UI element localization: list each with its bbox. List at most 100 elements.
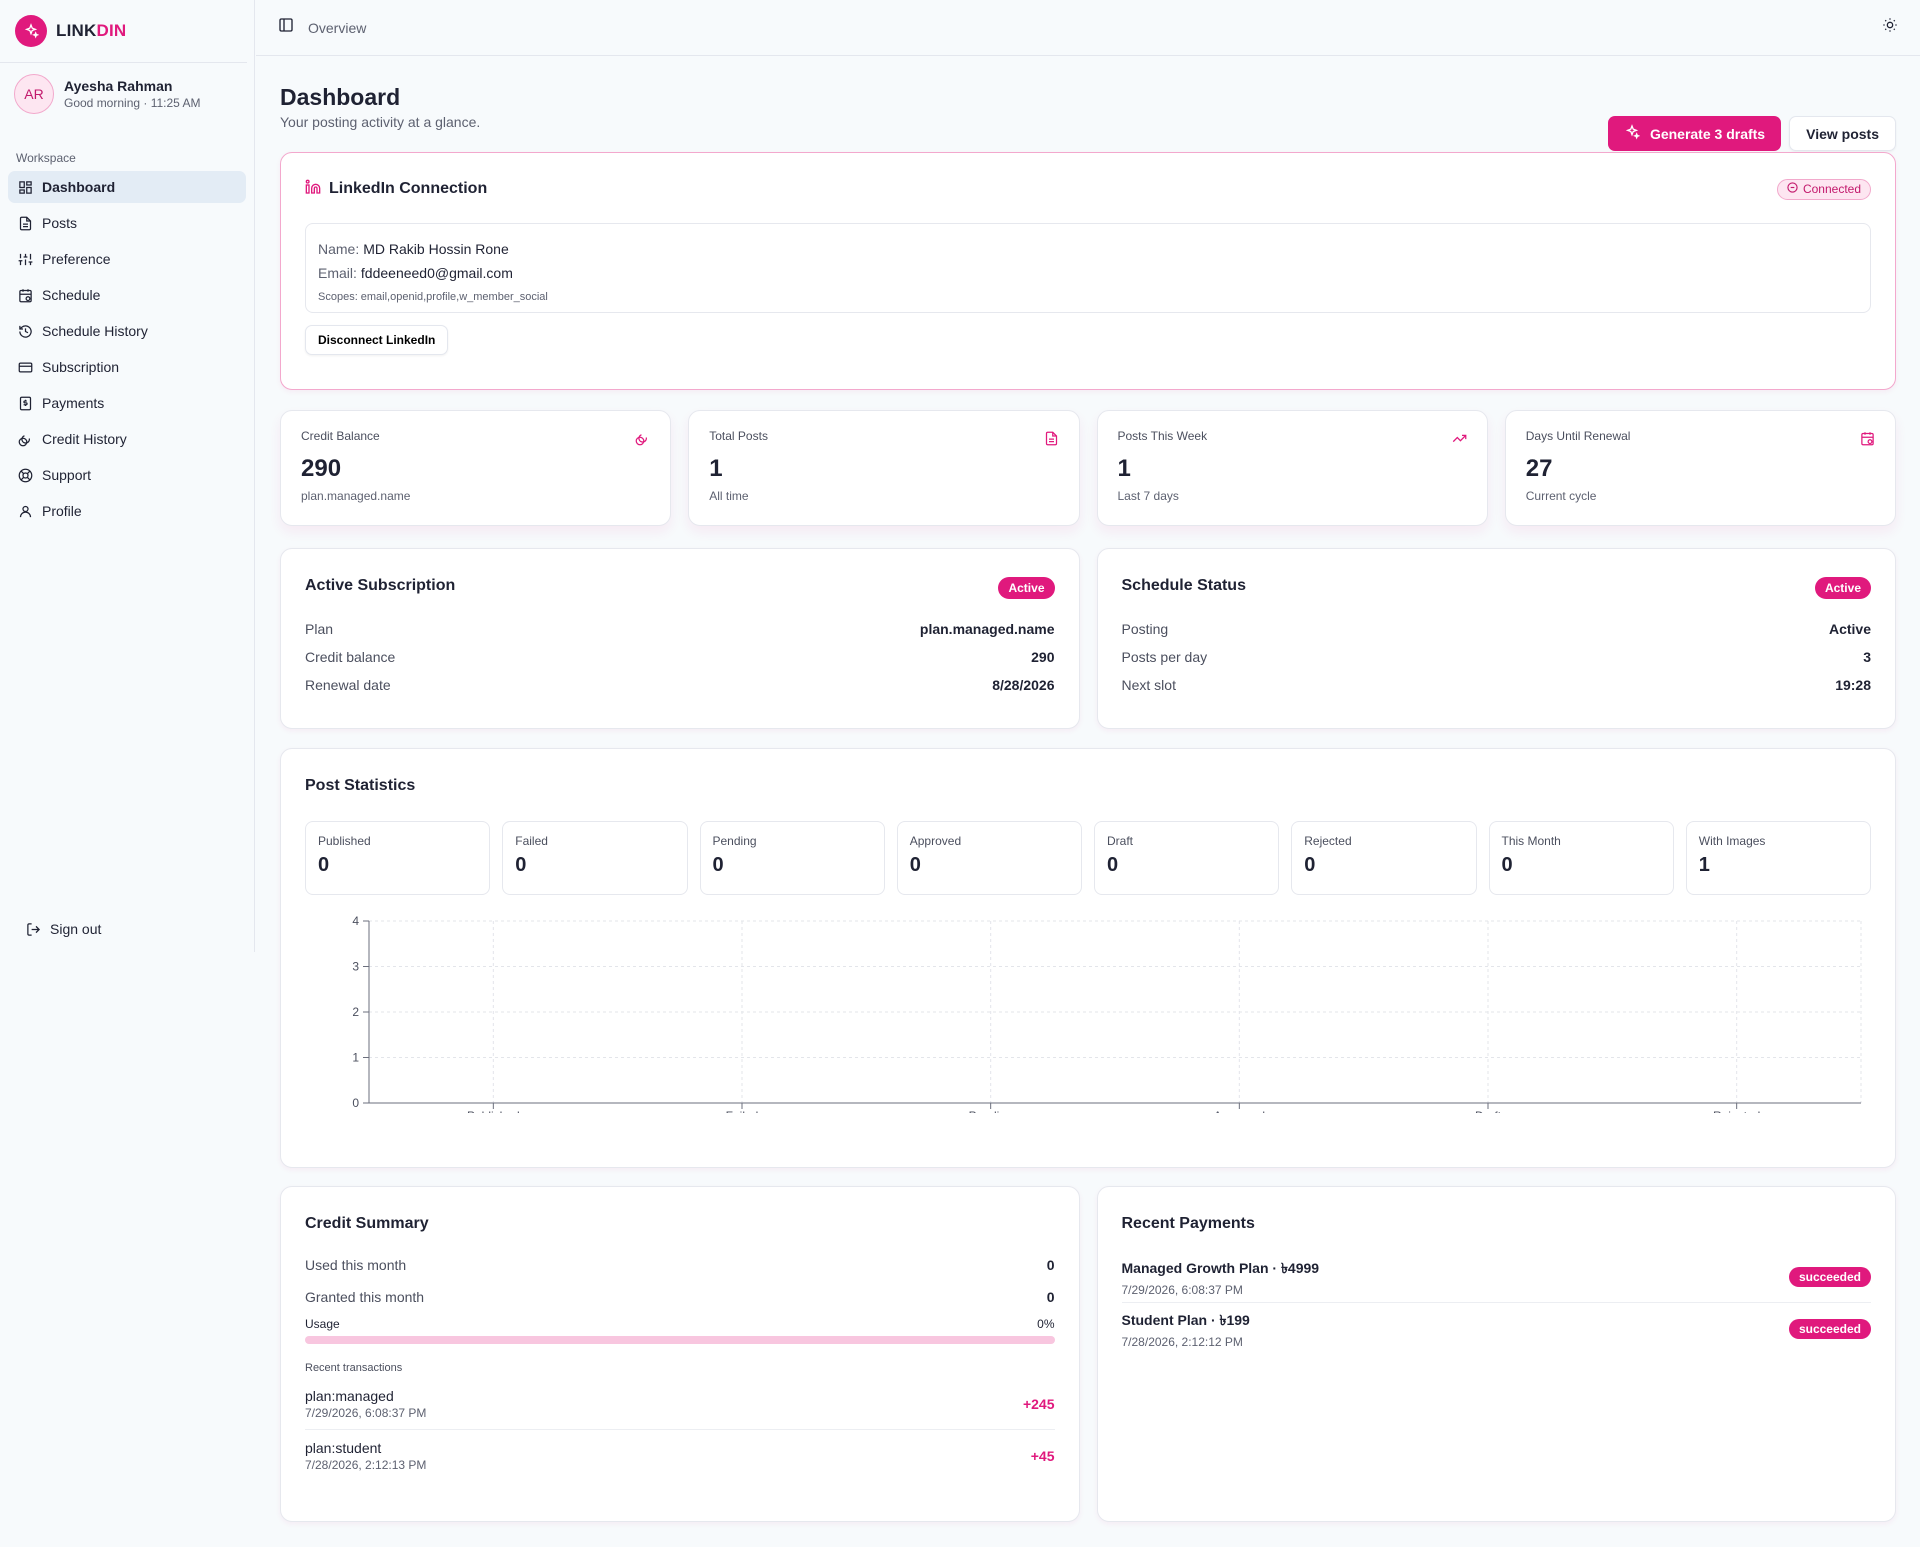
sidebar-item-schedule[interactable]: Schedule xyxy=(8,279,246,311)
kv-key: Posts per day xyxy=(1121,649,1208,665)
linkedin-icon xyxy=(305,179,321,200)
kv-key: Next slot xyxy=(1121,677,1176,693)
payment-name: Managed Growth Plan · ৳4999 xyxy=(1121,1259,1320,1276)
stat-value: 1 xyxy=(1117,455,1131,482)
sidebar-item-schedule-history[interactable]: Schedule History xyxy=(8,315,246,347)
sidebar-item-label: Payments xyxy=(42,395,105,411)
stat-tile-pending: Pending 0 xyxy=(699,821,885,895)
tile-label: Published xyxy=(318,834,371,848)
kv-key: Plan xyxy=(305,621,334,637)
sidebar-item-label: Subscription xyxy=(42,359,120,375)
document-icon xyxy=(17,215,33,231)
stat-card-days-until-renewal: Days Until Renewal 27 Current cycle xyxy=(1504,410,1896,526)
kv-value: 8/28/2026 xyxy=(992,677,1055,693)
transaction-name: plan:student xyxy=(305,1440,382,1456)
post-status-chart: 0 1 2 3 4 Published Failed Pending Approved Draft… xyxy=(305,913,1871,1123)
stat-note: Last 7 days xyxy=(1117,489,1179,503)
y-tick-label: 2 xyxy=(352,1005,359,1019)
topbar: Overview xyxy=(256,0,1920,56)
brand-logo[interactable]: LINKDIN xyxy=(0,0,247,63)
kv-row: Used this month 0 xyxy=(305,1249,1055,1281)
receipt-icon xyxy=(17,395,33,411)
kv-row: Posts per day 3 xyxy=(1122,643,1872,671)
connection-name: MD Rakib Hossin Rone xyxy=(363,241,509,257)
stat-tile-rejected: Rejected 0 xyxy=(1291,821,1477,895)
check-circle-icon xyxy=(1787,182,1798,196)
tile-value: 0 xyxy=(909,854,921,876)
y-tick-label: 4 xyxy=(352,914,359,928)
kv-row: Posting Active xyxy=(1122,615,1872,643)
linkedin-connection-card: LinkedIn Connection Connected Name: MD Ra… xyxy=(280,152,1896,390)
tile-label: Draft xyxy=(1107,834,1134,848)
sliders-icon xyxy=(17,251,33,267)
post-statistics-card: Post Statistics Published 0 Failed 0 Pendi… xyxy=(280,748,1896,1168)
view-posts-button[interactable]: View posts xyxy=(1789,116,1896,151)
x-tick-label: Draft xyxy=(1475,1109,1502,1113)
connection-title: LinkedIn Connection xyxy=(329,180,488,197)
kv-key: Used this month xyxy=(305,1257,407,1273)
kv-value: 0 xyxy=(1046,1257,1055,1273)
x-tick-label: Rejected xyxy=(1713,1109,1760,1113)
sidebar-item-preference[interactable]: Preference xyxy=(8,243,246,275)
stat-tile-this-month: This Month 0 xyxy=(1488,821,1674,895)
trending-up-icon xyxy=(1452,431,1467,451)
sidebar-item-label: Profile xyxy=(42,503,82,519)
main-content: Dashboard Your posting activity at a gla… xyxy=(280,56,1896,1522)
calendar-clock-icon xyxy=(17,287,33,303)
calendar-clock-icon xyxy=(1860,431,1875,451)
dashboard-icon xyxy=(17,179,33,195)
sidebar-item-profile[interactable]: Profile xyxy=(8,495,246,527)
scopes-label: Scopes: xyxy=(318,291,358,303)
stat-note: Current cycle xyxy=(1525,489,1597,503)
stat-note: All time xyxy=(709,489,749,503)
payment-status-badge: succeeded xyxy=(1788,1319,1871,1339)
user-card[interactable]: AR Ayesha Rahman Good morning · 11:25 AM xyxy=(0,63,254,125)
sidebar-toggle-icon[interactable] xyxy=(278,17,294,38)
stat-value: 1 xyxy=(709,455,723,482)
recent-payments-card: Recent Payments Managed Growth Plan · ৳4… xyxy=(1096,1186,1896,1522)
transaction-row: plan:student 7/28/2026, 2:12:13 PM +45 xyxy=(305,1430,1055,1482)
document-icon xyxy=(1044,431,1059,451)
card-title: Post Statistics xyxy=(305,777,416,794)
theme-toggle-sun-icon[interactable] xyxy=(1882,17,1898,38)
status-badge: Active xyxy=(1814,577,1871,599)
kv-row: Renewal date 8/28/2026 xyxy=(305,671,1055,699)
stat-tile-draft: Draft 0 xyxy=(1094,821,1280,895)
disconnect-linkedin-button[interactable]: Disconnect LinkedIn xyxy=(305,325,449,355)
stat-value: 27 xyxy=(1525,455,1553,482)
tile-value: 0 xyxy=(1501,854,1513,876)
signout-button[interactable]: Sign out xyxy=(16,913,255,945)
stat-value: 290 xyxy=(301,455,342,482)
stat-tile-failed: Failed 0 xyxy=(502,821,688,895)
sidebar-item-credit-history[interactable]: Credit History xyxy=(8,423,246,455)
sidebar-item-support[interactable]: Support xyxy=(8,459,246,491)
kv-value: 0 xyxy=(1046,1289,1055,1305)
sidebar-item-label: Posts xyxy=(42,215,78,231)
sidebar-item-payments[interactable]: Payments xyxy=(8,387,246,419)
sidebar-item-posts[interactable]: Posts xyxy=(8,207,246,239)
workspace-label: Workspace xyxy=(16,151,76,165)
payment-row[interactable]: Managed Growth Plan · ৳4999 7/29/2026, 6:… xyxy=(1121,1251,1871,1303)
page-title: Dashboard xyxy=(280,84,401,110)
sidebar-item-subscription[interactable]: Subscription xyxy=(8,351,246,383)
tile-label: Rejected xyxy=(1304,834,1352,848)
stat-cards: Credit Balance 290 plan.managed.name Tot… xyxy=(280,410,1896,526)
kv-key: Credit balance xyxy=(305,649,396,665)
status-badge: Connected xyxy=(1776,178,1871,200)
tile-value: 1 xyxy=(1698,854,1710,876)
stat-label: Posts This Week xyxy=(1117,429,1208,443)
kv-row: Next slot 19:28 xyxy=(1122,671,1872,699)
x-tick-label: Pending xyxy=(969,1109,1013,1113)
status-badge-label: Connected xyxy=(1802,182,1861,196)
name-label: Name: xyxy=(318,241,360,257)
payment-row[interactable]: Student Plan · ৳199 7/28/2026, 2:12:12 PM… xyxy=(1121,1303,1871,1355)
kv-key: Granted this month xyxy=(305,1289,425,1305)
sidebar-item-dashboard[interactable]: Dashboard xyxy=(8,171,246,203)
generate-drafts-button[interactable]: Generate 3 drafts xyxy=(1607,116,1782,151)
bottom-row: Credit Summary Used this month 0 Granted … xyxy=(280,1186,1896,1522)
card-title: Schedule Status xyxy=(1121,577,1246,594)
payment-name: Student Plan · ৳199 xyxy=(1121,1312,1250,1328)
sidebar: LINKDIN AR Ayesha Rahman Good morning · … xyxy=(0,0,255,952)
status-badge: Active xyxy=(998,577,1055,599)
user-greeting: Good morning · 11:25 AM xyxy=(64,96,201,110)
